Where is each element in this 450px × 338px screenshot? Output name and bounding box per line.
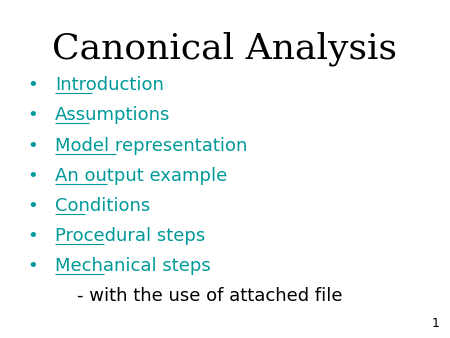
Text: •: • <box>27 106 38 124</box>
Text: •: • <box>27 197 38 215</box>
Text: •: • <box>27 227 38 245</box>
Text: Introduction: Introduction <box>55 76 164 94</box>
Text: Model representation: Model representation <box>55 137 248 154</box>
Text: Mechanical steps: Mechanical steps <box>55 257 211 275</box>
Text: •: • <box>27 257 38 275</box>
Text: •: • <box>27 76 38 94</box>
Text: - with the use of attached file: - with the use of attached file <box>77 287 343 306</box>
Text: •: • <box>27 137 38 154</box>
Text: Canonical Analysis: Canonical Analysis <box>53 31 397 66</box>
Text: 1: 1 <box>432 317 440 330</box>
Text: •: • <box>27 167 38 185</box>
Text: Assumptions: Assumptions <box>55 106 171 124</box>
Text: Procedural steps: Procedural steps <box>55 227 205 245</box>
Text: An output example: An output example <box>55 167 227 185</box>
Text: Conditions: Conditions <box>55 197 150 215</box>
